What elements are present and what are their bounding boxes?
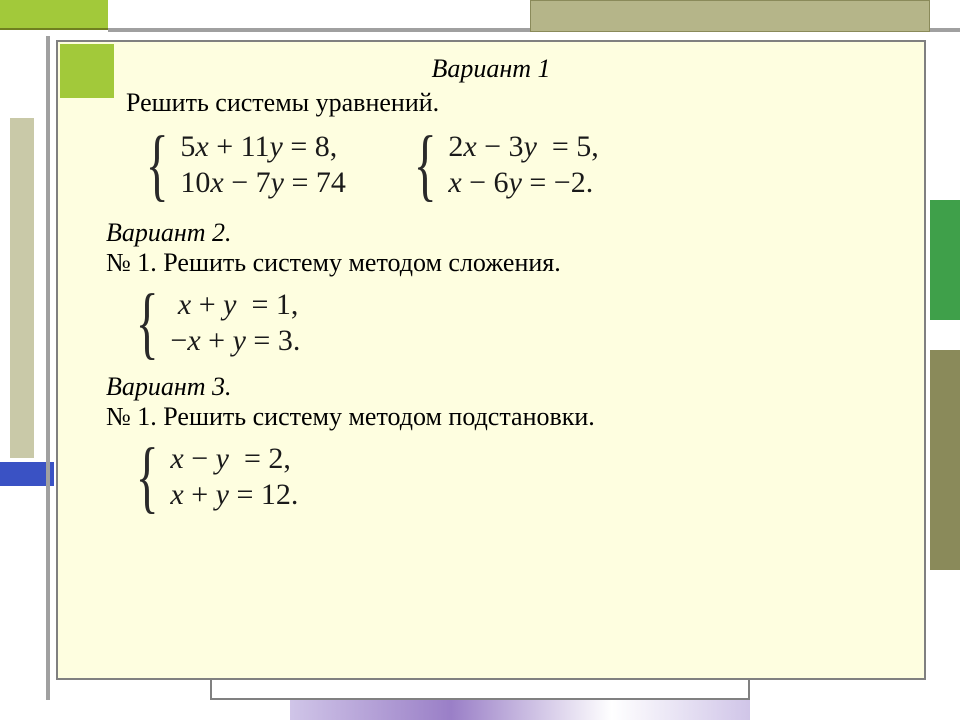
eq-1a-2: 10x − 7y = 74 — [180, 166, 346, 200]
system-1b: { 2x − 3y = 5, x − 6y = −2. — [406, 130, 599, 200]
deco-left-bar — [10, 118, 34, 458]
deco-lime-top — [0, 0, 108, 30]
brace-icon: { — [136, 293, 159, 353]
content-card: Вариант 1 Решить системы уравнений. { 5x… — [56, 40, 926, 680]
eq-2-1: x + y = 1, — [170, 288, 300, 322]
deco-left-rule — [46, 36, 50, 700]
variant2-text: № 1. Решить систему методом сложения. — [106, 248, 894, 278]
brace-icon: { — [414, 135, 437, 195]
variant2-title: Вариант 2. — [106, 218, 894, 248]
deco-bottom-grad — [290, 700, 750, 720]
deco-green-right — [930, 200, 960, 320]
eq-1b-2: x − 6y = −2. — [448, 166, 599, 200]
variant1-systems: { 5x + 11y = 8, 10x − 7y = 74 { 2x − 3y … — [138, 130, 894, 200]
system-3: { x − y = 2, x + y = 12. — [128, 442, 894, 512]
system-1a: { 5x + 11y = 8, 10x − 7y = 74 — [138, 130, 346, 200]
deco-olive-box — [530, 0, 930, 32]
eq-1b-1: 2x − 3y = 5, — [448, 130, 599, 164]
variant3-text: № 1. Решить систему методом подстановки. — [106, 402, 894, 432]
variant1-instruction: Решить системы уравнений. — [126, 88, 894, 118]
brace-icon: { — [136, 447, 159, 507]
deco-lime-sq — [60, 44, 114, 98]
eq-3-1: x − y = 2, — [170, 442, 298, 476]
variant3-title: Вариант 3. — [106, 372, 894, 402]
brace-icon: { — [146, 135, 169, 195]
eq-1a-1: 5x + 11y = 8, — [180, 130, 346, 164]
system-2: { x + y = 1, −x + y = 3. — [128, 288, 894, 358]
deco-olive-right — [930, 350, 960, 570]
eq-2-2: −x + y = 3. — [170, 324, 300, 358]
eq-3-2: x + y = 12. — [170, 478, 298, 512]
variant1-title: Вариант 1 — [88, 54, 894, 84]
